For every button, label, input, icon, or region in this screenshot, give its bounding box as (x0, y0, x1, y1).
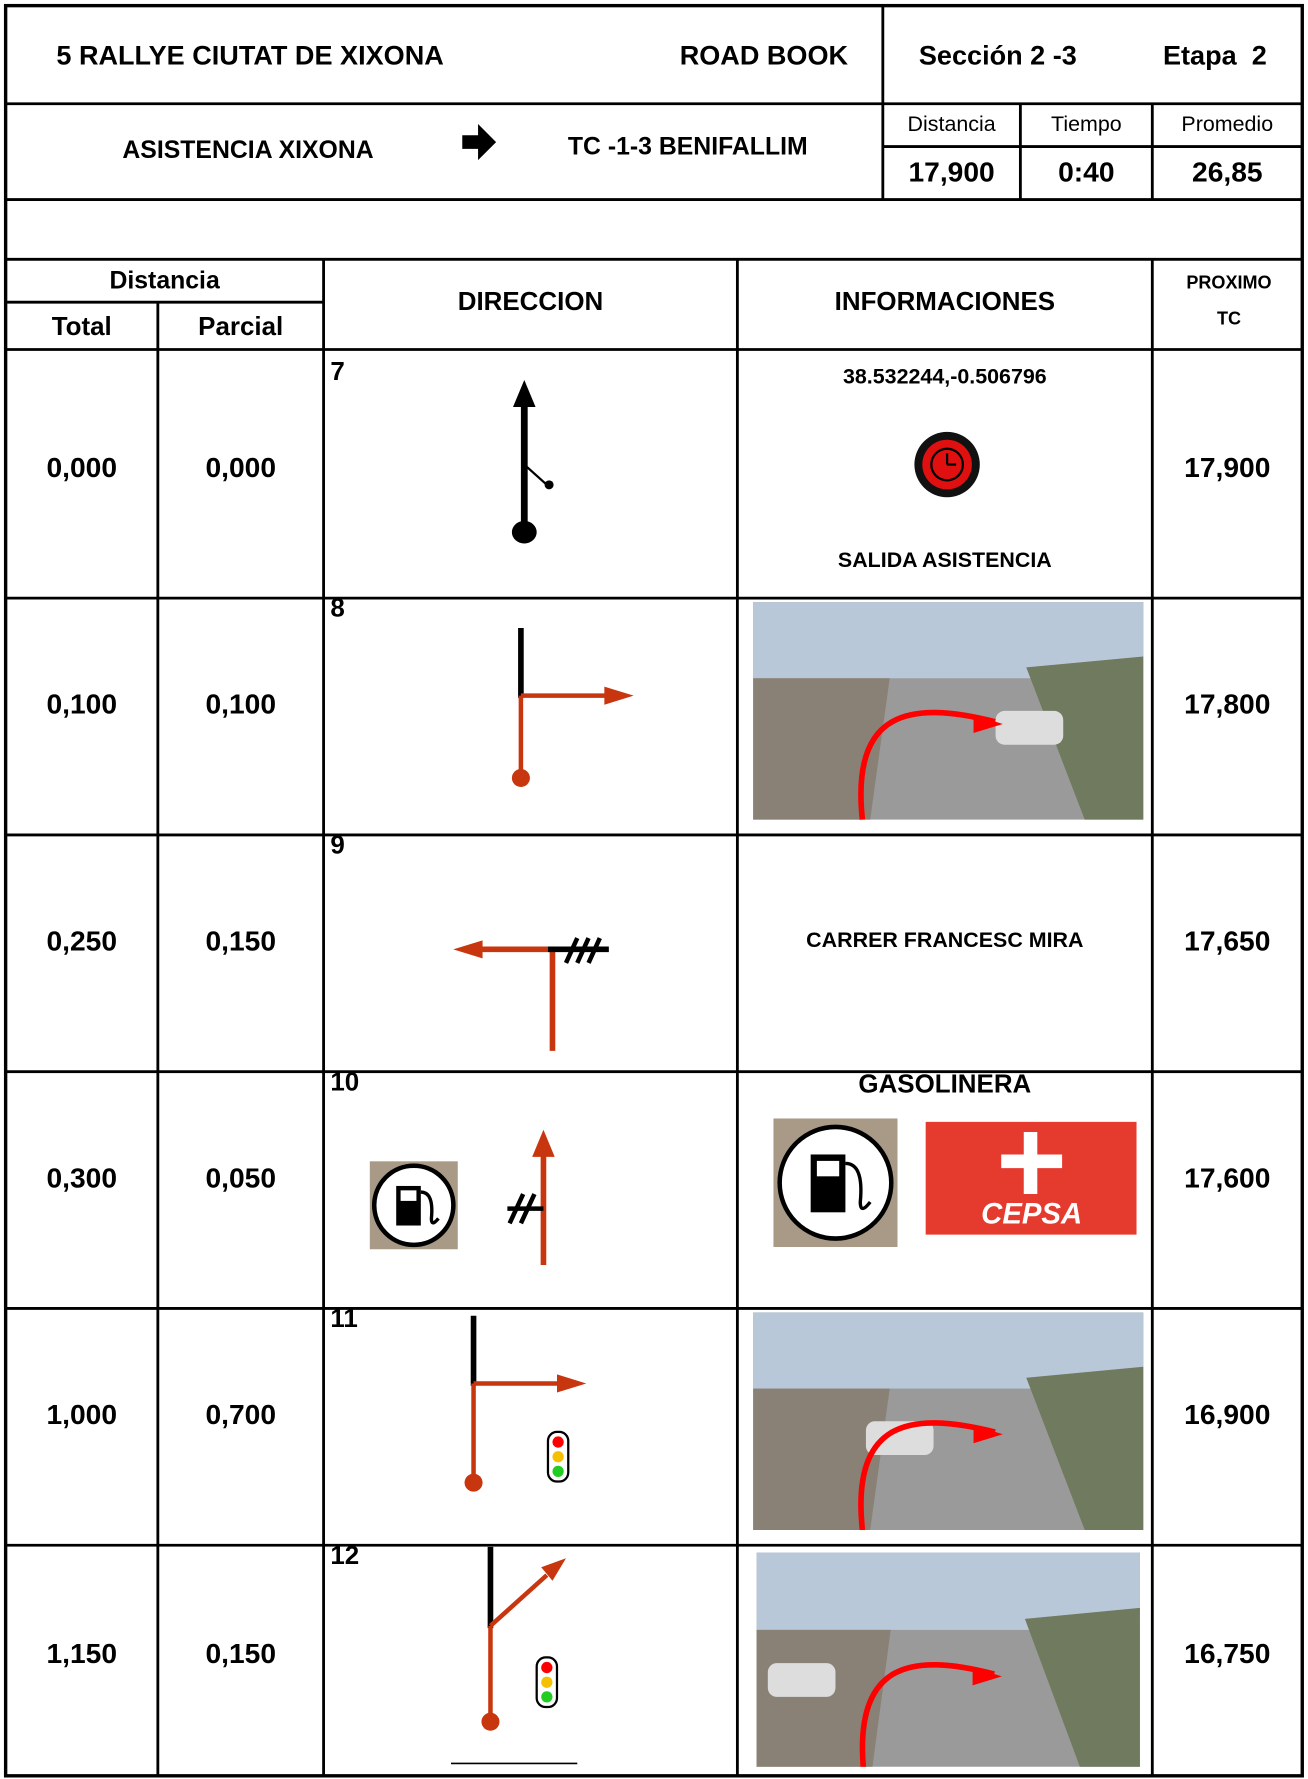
info-note: GASOLINERA (858, 1068, 1032, 1098)
doc-type: ROAD BOOK (679, 40, 849, 72)
direction-icon-svg (453, 937, 609, 1051)
next-tc-distance: 17,650 (1184, 925, 1271, 957)
next-tc-distance: 16,900 (1184, 1398, 1271, 1431)
info-image-svg (756, 1552, 1140, 1774)
next-tc-header: PROXIMO TC (1186, 273, 1272, 329)
info-image-svg (773, 1118, 1137, 1248)
info-note: CARRER FRANCESC MIRA (806, 929, 1084, 953)
direction-icon-svg (369, 1129, 555, 1266)
row-divider-svg (5, 596, 1303, 600)
partial-header: Parcial (198, 310, 284, 340)
total-distance: 0,000 (46, 451, 118, 484)
partial-distance: 0,000 (205, 451, 276, 484)
row-divider (5, 585, 1303, 600)
direction-icon (327, 1536, 735, 1767)
total-distance: 0,250 (46, 925, 118, 957)
total-distance: 0,300 (46, 1161, 118, 1194)
stage: Etapa 2 (1162, 40, 1267, 72)
direction-icon-svg (464, 1315, 587, 1492)
section: Sección 2 -3 (918, 40, 1077, 72)
direction-icon (327, 825, 735, 1056)
direction-icon-svg (511, 379, 554, 544)
summary-label: Tiempo (1051, 112, 1122, 137)
partial-distance: 0,150 (205, 925, 276, 957)
partial-distance: 0,050 (205, 1161, 276, 1194)
info-note: SALIDA ASISTENCIA (837, 549, 1052, 573)
box-number: 11 (330, 1302, 358, 1333)
summary-value: 26,85 (1192, 156, 1263, 189)
summary-label: Distancia (907, 112, 996, 137)
row-divider (5, 1059, 1303, 1074)
total-distance: 0,100 (46, 688, 118, 720)
total-distance: 1,150 (46, 1638, 118, 1670)
total-distance: 1,000 (46, 1398, 118, 1431)
row-divider-svg (5, 833, 1303, 837)
row-divider-svg (5, 1070, 1303, 1074)
box-number: 10 (330, 1066, 360, 1096)
direction-header: DIRECCION (457, 286, 604, 316)
title: 5 RALLYE CIUTAT DE XIXONA (56, 40, 444, 72)
row-divider-svg (5, 1307, 1303, 1310)
info-image-svg (914, 431, 980, 498)
row-divider-svg (5, 1543, 1303, 1547)
summary-value: 0:40 (1058, 156, 1115, 189)
info-image (740, 1062, 1150, 1293)
total-header: Total (51, 310, 112, 340)
direction-icon (327, 352, 735, 583)
next-tc-distance: 17,800 (1184, 688, 1271, 720)
next-tc-distance: 17,900 (1184, 451, 1271, 484)
summary-value: 17,900 (908, 156, 995, 189)
box-number: 7 (330, 355, 345, 386)
direction-icon (327, 589, 735, 820)
info-image (740, 352, 1150, 583)
row-divider (5, 1532, 1303, 1547)
info-header: INFORMACIONES (834, 286, 1056, 316)
summary-label: Promedio (1181, 112, 1274, 137)
direction-icon (327, 1299, 735, 1530)
info-image (740, 589, 1150, 820)
partial-distance: 0,700 (205, 1398, 276, 1431)
row-divider (5, 822, 1303, 837)
direction-icon-svg (451, 1546, 578, 1765)
brand-logo-text: CEPSA (981, 1195, 1083, 1230)
box-number: 12 (330, 1539, 360, 1569)
box-number: 9 (330, 829, 345, 859)
info-image (740, 1299, 1150, 1531)
direction-icon (327, 1062, 735, 1293)
route-to: TC -1-3 BENIFALLIM (567, 131, 808, 161)
info-image-svg (753, 1312, 1144, 1531)
partial-distance: 0,150 (205, 1638, 276, 1670)
info-image (740, 1536, 1150, 1774)
partial-distance: 0,100 (205, 688, 276, 720)
info-image-svg (753, 602, 1144, 820)
row-divider (5, 1295, 1303, 1310)
distance-header: Distancia (109, 266, 220, 295)
coordinates: 38.532244,-0.506796 (842, 365, 1047, 389)
next-tc-distance: 17,600 (1184, 1161, 1271, 1194)
next-tc-distance: 16,750 (1184, 1638, 1271, 1670)
direction-icon-svg (511, 628, 634, 787)
route-from: ASISTENCIA XIXONA (122, 134, 374, 163)
box-number: 8 (330, 592, 345, 622)
